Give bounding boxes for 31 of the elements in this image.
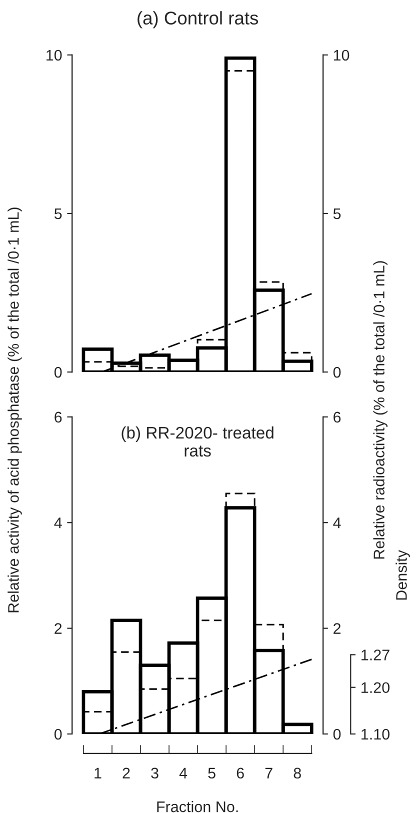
y-tick-label: 6 [54, 412, 62, 423]
y2-tick-label: 6 [334, 412, 341, 423]
x-tick-label: 6 [236, 768, 244, 779]
x-tick-label: 1 [94, 768, 102, 778]
y3-tick-label: 1.10 [362, 728, 390, 740]
y2-tick-label: 4 [333, 518, 341, 528]
y2-tick-label: 2 [334, 623, 340, 634]
y2-axis-title: Relative radioactivity (% of the total /0·1 mL) [373, 261, 388, 559]
y-tick-label: 2 [54, 623, 62, 634]
y-tick-label: 5 [54, 208, 62, 220]
y-tick-label: 4 [54, 518, 62, 528]
y-tick-label: 0 [54, 366, 62, 378]
y-axis-title: Relative activity of acid phosphatase (% of the total /0·1 mL) [8, 208, 22, 612]
x-tick-label: 8 [294, 768, 301, 779]
y2-tick-label: 10 [334, 50, 350, 61]
y-tick-label: 0 [54, 728, 62, 740]
y2-tick-label: 0 [333, 728, 341, 740]
x-tick-label: 7 [265, 768, 272, 778]
x-tick-label: 4 [179, 768, 188, 778]
y-tick-label: 10 [46, 50, 62, 61]
x-axis-title: Fraction No. [157, 800, 238, 812]
y2-tick-label: 5 [333, 208, 341, 220]
text: (b) RR-2020- treated rats [122, 426, 274, 457]
x-tick-label: 5 [208, 768, 216, 779]
y3-tick-label: 1.20 [362, 682, 390, 694]
x-tick-label: 3 [151, 768, 158, 779]
y3-axis-title: Density [396, 550, 410, 600]
y3-tick-label: 1.27 [362, 650, 390, 660]
chart-title: (a) Control rats [138, 11, 258, 28]
y2-tick-label: 0 [333, 366, 341, 378]
x-tick-label: 2 [122, 768, 130, 778]
